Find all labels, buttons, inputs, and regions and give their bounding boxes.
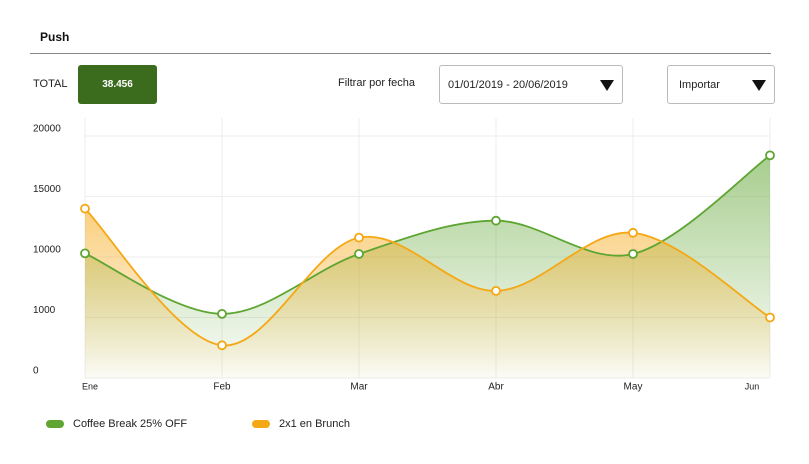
x-tick-label: Ene <box>82 381 98 391</box>
legend-item: Coffee Break 25% OFF <box>46 418 187 430</box>
data-point <box>765 150 775 161</box>
data-point <box>80 248 90 259</box>
data-point <box>491 215 501 226</box>
data-point <box>354 232 364 243</box>
series-area <box>85 208 770 378</box>
page-title: Push <box>40 30 70 44</box>
data-point <box>354 249 364 259</box>
data-point <box>217 340 227 351</box>
data-point <box>628 249 638 259</box>
data-point <box>491 285 501 296</box>
legend-swatch <box>252 420 270 428</box>
x-tick-label: May <box>624 382 643 393</box>
legend-label: Coffee Break 25% OFF <box>73 418 188 430</box>
data-point <box>765 312 775 323</box>
legend-label: 2x1 en Brunch <box>279 418 350 430</box>
filter-label: Filtrar por fecha <box>338 77 416 89</box>
y-tick-label: 10000 <box>33 245 61 256</box>
x-tick-label: Mar <box>350 382 368 393</box>
data-point <box>80 203 90 214</box>
date-select[interactable]: 01/01/2019 - 20/06/2019 <box>439 65 623 104</box>
y-tick-label: 1000 <box>33 305 56 316</box>
y-tick-label: 15000 <box>33 184 61 195</box>
x-tick-label: Jun <box>745 381 760 391</box>
import-label: Importar <box>679 78 720 91</box>
y-tick-label: 0 <box>33 366 39 377</box>
dropdown-arrow <box>752 80 766 91</box>
legend-item: 2x1 en Brunch <box>252 418 350 430</box>
legend-swatch <box>46 420 64 428</box>
divider <box>30 53 771 54</box>
dropdown-arrow <box>600 80 614 91</box>
import-select[interactable]: Importar <box>667 65 775 104</box>
x-tick-label: Abr <box>488 382 504 393</box>
data-point <box>628 227 638 238</box>
data-point <box>217 308 227 319</box>
series-line <box>84 154 771 315</box>
series-line <box>84 207 771 347</box>
total-label: TOTAL <box>33 78 68 90</box>
total-value: 38.456 <box>78 65 157 104</box>
date-range: 01/01/2019 - 20/06/2019 <box>448 78 568 91</box>
y-tick-label: 20000 <box>33 124 61 135</box>
x-tick-label: Feb <box>213 382 231 393</box>
